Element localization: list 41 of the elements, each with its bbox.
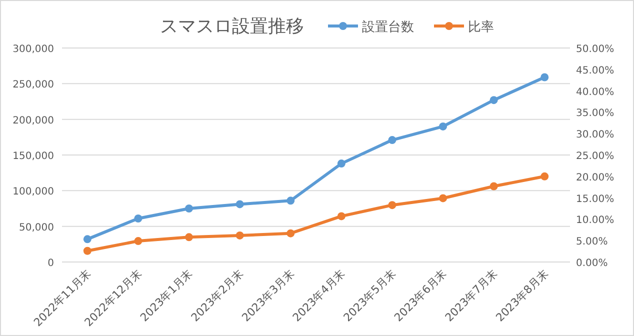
point (490, 96, 498, 104)
y2-tick-label: 25.00% (576, 151, 614, 162)
y2-tick-label: 5.00% (576, 236, 608, 248)
point (134, 237, 142, 246)
point (185, 233, 193, 242)
y-tick-label: 250,000 (12, 80, 54, 91)
chart-title: スマスロ設置推移 (160, 16, 304, 37)
point (337, 212, 346, 220)
point (134, 214, 142, 222)
point (439, 122, 447, 130)
point (83, 235, 92, 244)
y-tick-label: 200,000 (12, 115, 54, 126)
point (236, 200, 244, 208)
point (540, 73, 549, 82)
y2-tick-label: 40.00% (576, 86, 614, 98)
y-tick-label: 50,000 (19, 222, 54, 234)
point (286, 196, 295, 205)
y2-tick-label: 10.00% (576, 215, 614, 226)
y-tick-label: 0 (48, 258, 54, 269)
y2-tick-label: 20.00% (576, 172, 614, 184)
point (185, 204, 193, 212)
y-tick-label: 150,000 (12, 151, 54, 162)
y-tick-label: 300,000 (12, 44, 54, 55)
y-tick-label: 100,000 (12, 186, 54, 198)
point (388, 201, 396, 210)
y2-tick-label: 15.00% (576, 194, 614, 205)
legend-label: 比率 (468, 19, 494, 35)
y2-tick-label: 45.00% (576, 65, 614, 76)
point (83, 246, 92, 255)
point (337, 160, 346, 168)
point (490, 182, 498, 190)
y2-tick-label: 35.00% (576, 108, 614, 120)
y2-tick-label: 50.00% (576, 44, 614, 55)
y2-tick-label: 0.00% (576, 258, 608, 269)
point (540, 172, 549, 180)
point (236, 231, 244, 240)
point (388, 136, 396, 144)
point (439, 194, 447, 202)
legend-label: 設置台数 (362, 20, 414, 35)
y2-tick-label: 30.00% (576, 130, 614, 141)
point (286, 229, 295, 238)
